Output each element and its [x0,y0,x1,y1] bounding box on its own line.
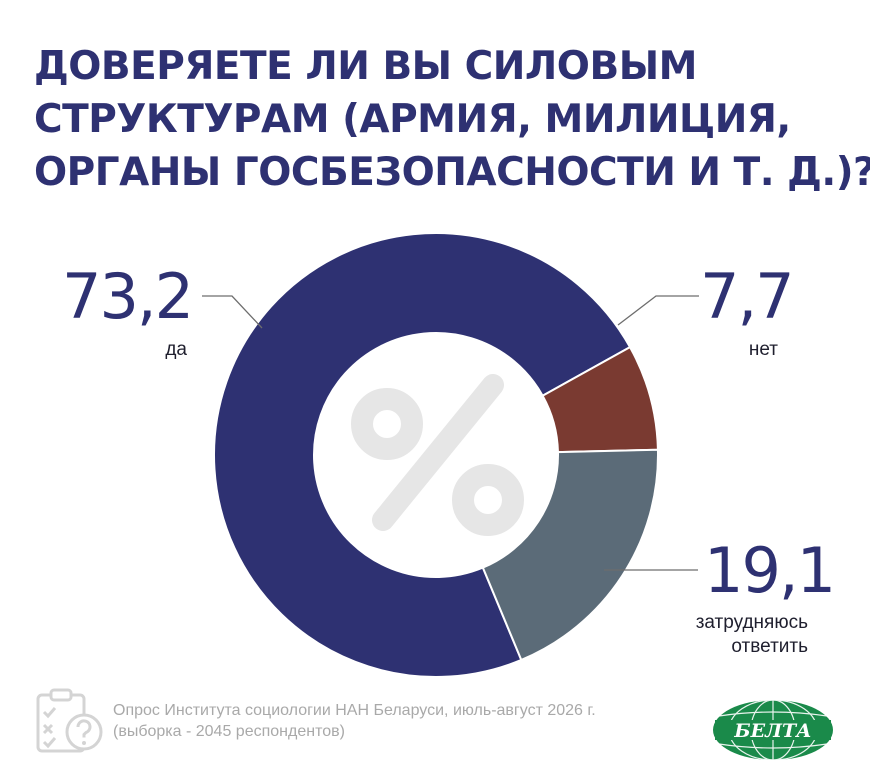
title-line-3: ОРГАНЫ ГОСБЕЗОПАСНОСТИ И Т. Д.)? [34,150,870,195]
survey-clipboard-icon [36,688,103,753]
survey-source: Опрос Института социологии НАН Беларуси,… [113,700,596,742]
percent-symbol-icon [351,374,524,536]
title-line-2: СТРУКТУРАМ (АРМИЯ, МИЛИЦИЯ, [34,97,791,142]
svg-text:БЕЛТА: БЕЛТА [733,720,811,742]
label-zatrudnyayus-line-2: ответить [731,636,808,657]
title-line-1: ДОВЕРЯЕТЕ ЛИ ВЫ СИЛОВЫМ [34,44,697,89]
survey-source-line-2: (выборка - 2045 респондентов) [113,723,345,740]
value-zatrudnyayus: 19,1 [704,534,836,607]
label-da: да [165,339,187,360]
survey-source-line-1: Опрос Института социологии НАН Беларуси,… [113,702,596,719]
donut-slice-zatrudnyayus [481,448,659,662]
chart-title: ДОВЕРЯЕТЕ ЛИ ВЫ СИЛОВЫМ СТРУКТУРАМ (АРМИ… [34,40,870,199]
label-zatrudnyayus-line-1: затрудняюсь [695,612,808,633]
leader-line-da [202,295,263,329]
value-da: 73,2 [62,260,194,333]
label-net: нет [748,339,778,360]
donut-slice-da [213,232,632,678]
donut-slices [213,232,659,678]
value-net: 7,7 [700,260,795,333]
leader-line-net [617,295,699,326]
label-zatrudnyayus: затрудняюсь ответить [696,611,808,659]
belta-logo: БЕЛТА [713,699,833,761]
